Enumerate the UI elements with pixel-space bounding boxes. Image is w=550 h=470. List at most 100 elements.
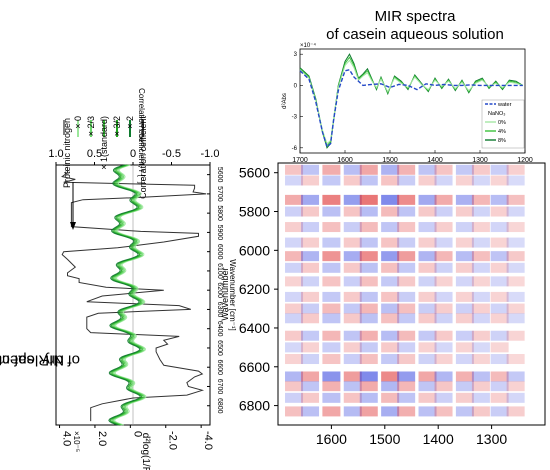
heatmap-cell bbox=[455, 206, 474, 217]
nir-x-tick-label: 6700 bbox=[216, 379, 223, 395]
heatmap-cell bbox=[490, 303, 509, 314]
heatmap-cell bbox=[455, 194, 474, 205]
heatmap-cell bbox=[434, 175, 453, 186]
heatmap-cell bbox=[471, 276, 490, 287]
heatmap-cell bbox=[455, 251, 474, 262]
heatmap-cell bbox=[322, 303, 341, 314]
heatmap-cell bbox=[322, 222, 341, 233]
heatmap-cell bbox=[434, 303, 453, 314]
nir-x-tick-label: 5600 bbox=[216, 167, 223, 183]
heatmap-cell bbox=[397, 381, 416, 392]
heatmap-cell bbox=[359, 406, 378, 417]
heatmap-cell bbox=[418, 313, 437, 324]
heatmap-cell bbox=[397, 392, 416, 403]
heatmap-cell bbox=[418, 206, 437, 217]
heatmap-cell bbox=[359, 291, 378, 302]
nir-x-tick-label: 6300 bbox=[216, 302, 223, 318]
heatmap-cell bbox=[490, 206, 509, 217]
heatmap-cell bbox=[434, 194, 453, 205]
heatmap-cell bbox=[506, 237, 525, 248]
heatmap-cell bbox=[418, 276, 437, 287]
heatmap-cell bbox=[343, 251, 362, 262]
heatmap-cell bbox=[381, 342, 400, 353]
heatmap-cell bbox=[359, 276, 378, 287]
heatmap-cell bbox=[397, 262, 416, 273]
heatmap-cell bbox=[471, 262, 490, 273]
heatmap-cell bbox=[418, 262, 437, 273]
heatmap-cell bbox=[343, 276, 362, 287]
heatmap-cell bbox=[285, 237, 304, 248]
heatmap-cell bbox=[434, 164, 453, 175]
heatmap-cell bbox=[343, 164, 362, 175]
nir-legend-label: × 3/2 bbox=[112, 116, 122, 136]
nir-spectrum-line bbox=[111, 164, 144, 426]
nir-right-axis-label: Correlation coefficient, r [−] bbox=[137, 88, 146, 184]
heatmap-cell bbox=[381, 175, 400, 186]
heatmap-cell bbox=[434, 381, 453, 392]
heatmap-cell bbox=[455, 342, 474, 353]
heatmap-cell bbox=[471, 222, 490, 233]
heatmap-cell bbox=[322, 262, 341, 273]
heatmap-cell bbox=[343, 303, 362, 314]
heatmap-cell bbox=[434, 291, 453, 302]
heatmap-cell bbox=[397, 222, 416, 233]
heatmap-cell bbox=[285, 222, 304, 233]
heatmap-cell bbox=[506, 330, 525, 341]
heatmap-y-tick-label: 6200 bbox=[239, 281, 270, 297]
heatmap-cell bbox=[381, 164, 400, 175]
heatmap-cell bbox=[381, 406, 400, 417]
heatmap-cell bbox=[322, 381, 341, 392]
nir-left-exponent: ×10⁻⁵ bbox=[72, 431, 81, 452]
heatmap-cell bbox=[343, 206, 362, 217]
nir-x-tick-label: 6800 bbox=[216, 398, 223, 414]
heatmap-cell bbox=[359, 392, 378, 403]
heatmap-cell bbox=[471, 175, 490, 186]
heatmap-y-tick-label: 6600 bbox=[239, 359, 270, 375]
heatmap-cell bbox=[490, 291, 509, 302]
heatmap-cell bbox=[381, 206, 400, 217]
mir-x-tick-label: 1700 bbox=[292, 157, 308, 164]
heatmap-cell bbox=[490, 313, 509, 324]
heatmap-cell bbox=[490, 392, 509, 403]
heatmap-cell bbox=[397, 406, 416, 417]
heatmap-cell bbox=[301, 330, 320, 341]
heatmap-cell bbox=[455, 222, 474, 233]
heatmap-cell bbox=[301, 406, 320, 417]
heatmap-cell bbox=[343, 406, 362, 417]
heatmap-cell bbox=[471, 194, 490, 205]
nir-x-tick-label: 6500 bbox=[216, 340, 223, 356]
heatmap-cell bbox=[322, 237, 341, 248]
heatmap-cell bbox=[471, 303, 490, 314]
heatmap-cell bbox=[506, 354, 525, 365]
heatmap-cell bbox=[471, 291, 490, 302]
nir-x-tick-label: 5800 bbox=[216, 205, 223, 221]
heatmap-cell bbox=[506, 222, 525, 233]
heatmap-cell bbox=[285, 194, 304, 205]
mir-y-tick-label: -6 bbox=[292, 146, 298, 152]
nir-spectrum-line bbox=[113, 164, 147, 426]
heatmap-cell bbox=[397, 354, 416, 365]
heatmap-cell bbox=[397, 206, 416, 217]
heatmap-cell bbox=[471, 251, 490, 262]
heatmap-cell bbox=[455, 237, 474, 248]
mir-plot-frame bbox=[299, 48, 526, 154]
heatmap-cell bbox=[301, 291, 320, 302]
heatmap-cell bbox=[322, 354, 341, 365]
heatmap-cell bbox=[285, 371, 304, 382]
nir-left-tick-label: -2.0 bbox=[167, 431, 179, 450]
heatmap-cell bbox=[322, 194, 341, 205]
heatmap-cell bbox=[359, 206, 378, 217]
heatmap-cell bbox=[343, 291, 362, 302]
heatmap-cell bbox=[397, 175, 416, 186]
heatmap-cell bbox=[301, 303, 320, 314]
heatmap-cell bbox=[490, 175, 509, 186]
nir-x-tick-label: 5900 bbox=[216, 225, 223, 241]
heatmap-cell bbox=[285, 262, 304, 273]
heatmap-cell bbox=[285, 406, 304, 417]
heatmap-cell bbox=[418, 237, 437, 248]
heatmap-cell bbox=[418, 354, 437, 365]
heatmap-cell bbox=[359, 262, 378, 273]
nir-x-axis-label: Wavenumber [cm⁻¹] bbox=[228, 259, 237, 331]
heatmap-cell bbox=[434, 330, 453, 341]
